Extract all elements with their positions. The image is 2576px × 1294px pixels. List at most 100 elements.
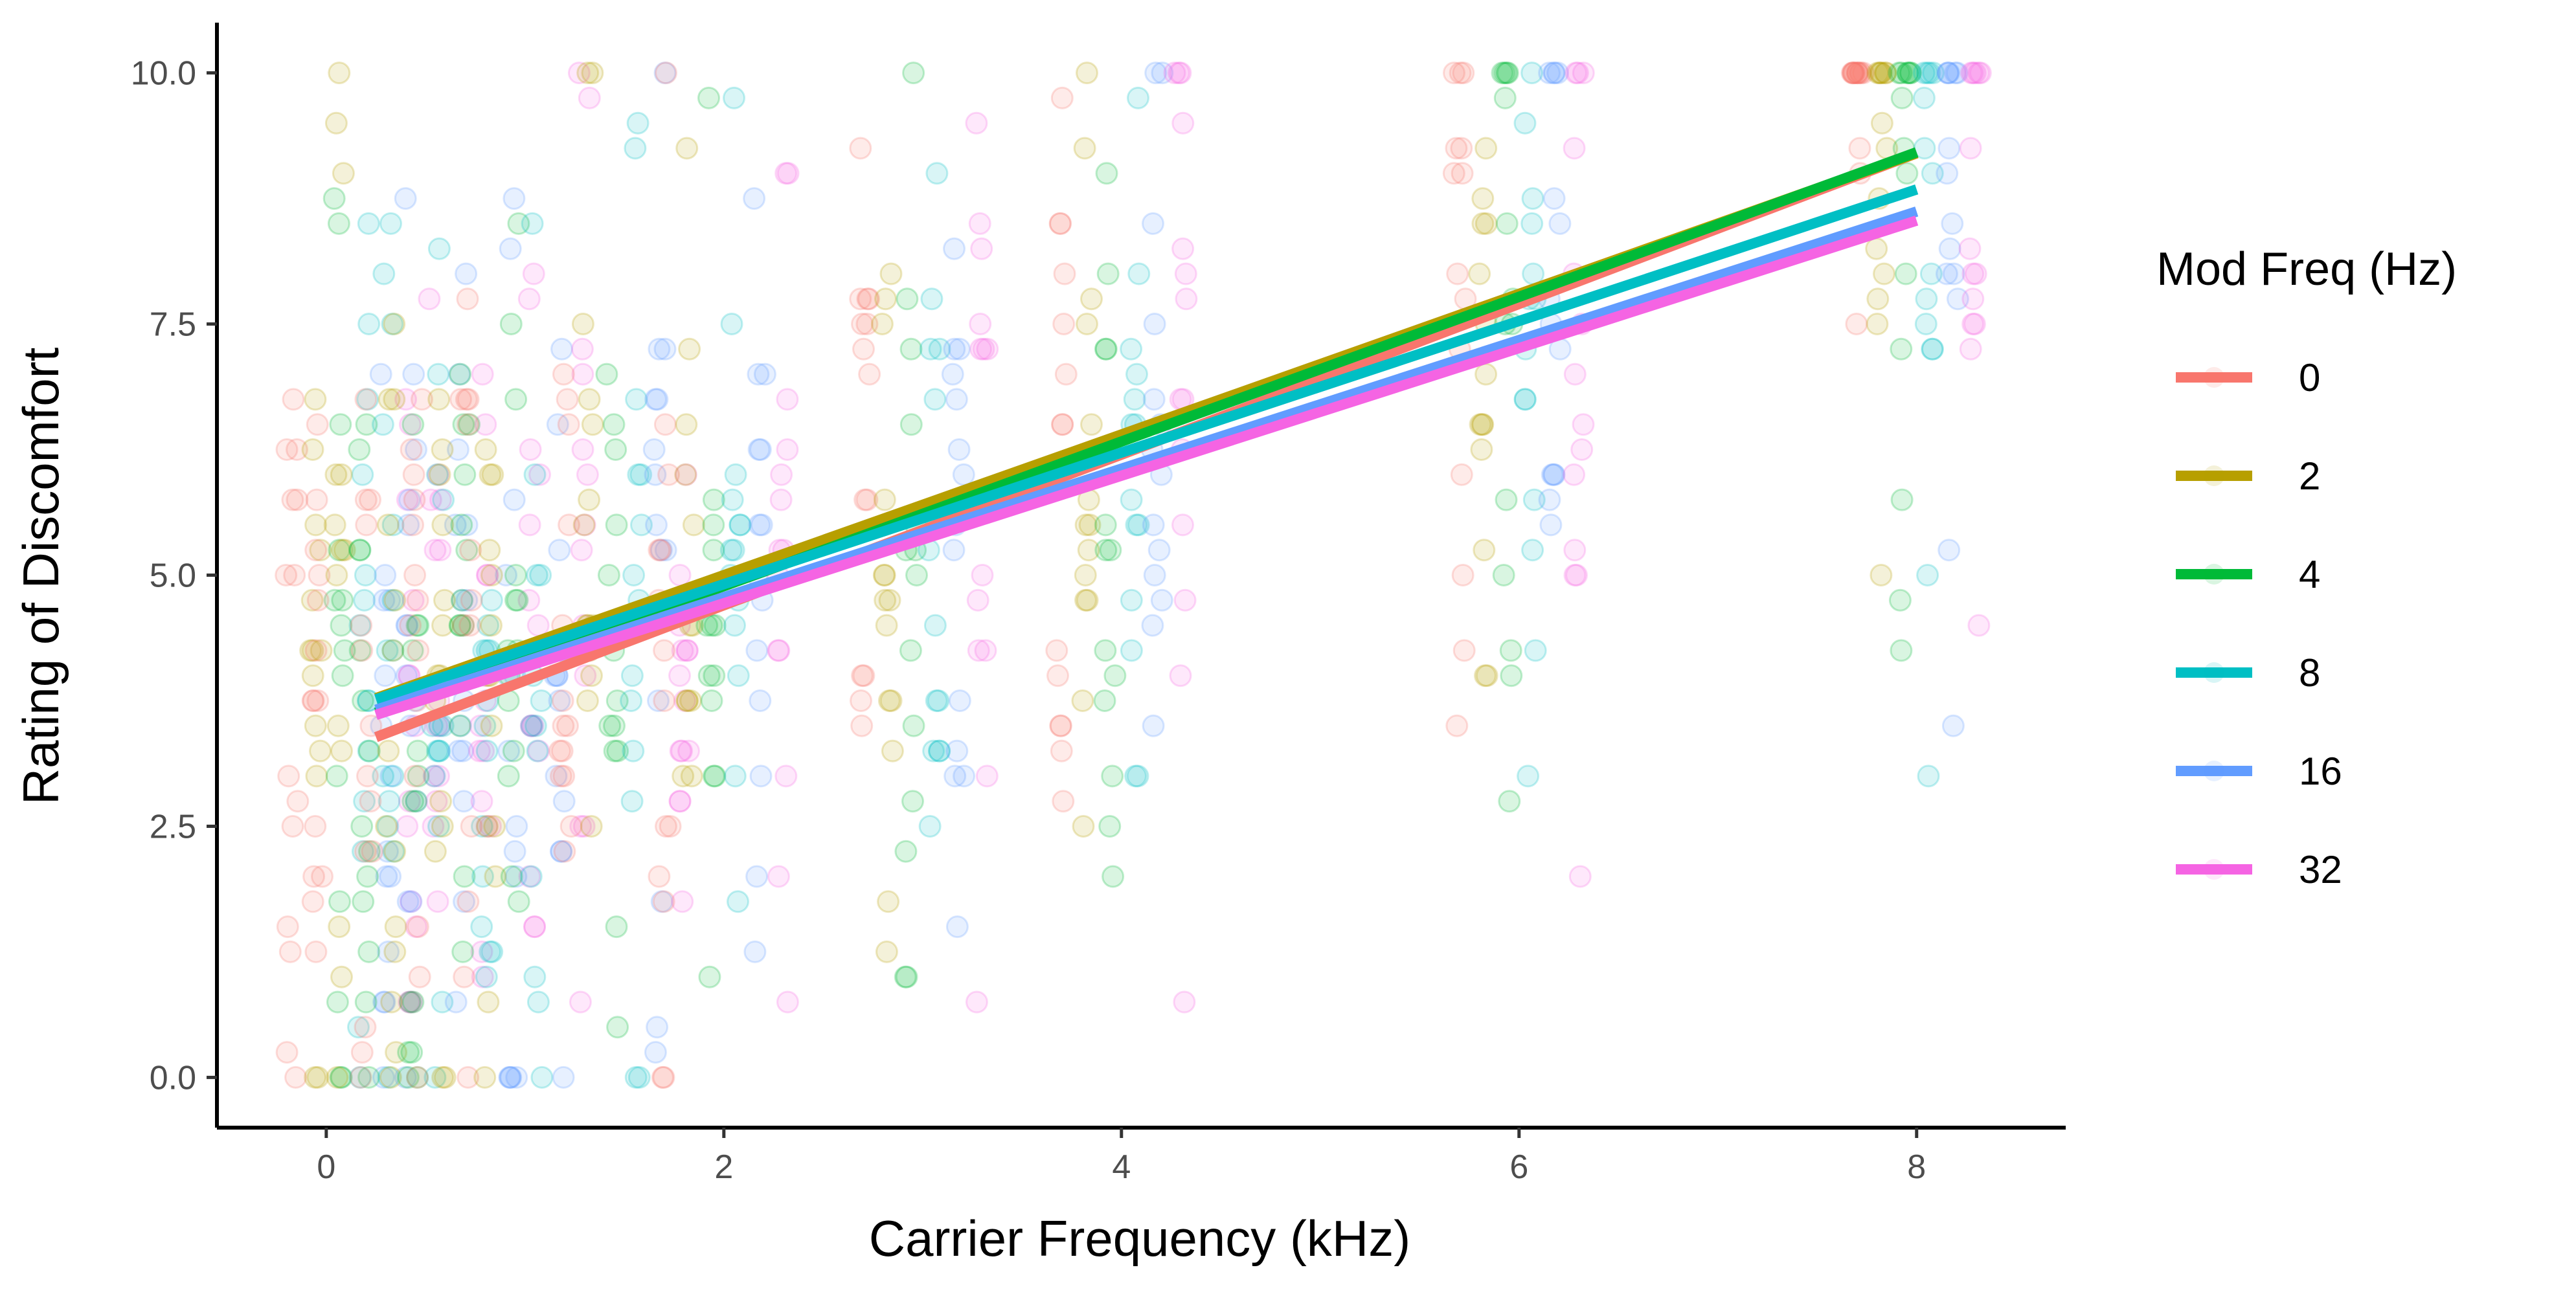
data-point-32	[572, 815, 596, 838]
data-point-32	[399, 890, 422, 913]
data-point-16	[1941, 212, 1964, 235]
data-point-32	[774, 764, 798, 788]
data-point-2	[1080, 287, 1103, 311]
data-point-2	[1865, 237, 1888, 260]
data-point-2	[578, 388, 601, 411]
data-point-2	[431, 815, 454, 838]
data-point-4	[1099, 539, 1122, 562]
data-point-2	[576, 61, 600, 85]
data-point-8	[348, 614, 372, 637]
data-point-2	[479, 463, 502, 486]
data-point-4	[330, 1065, 353, 1089]
data-point-2	[1866, 313, 1889, 335]
data-point-0	[1051, 413, 1074, 436]
data-point-8	[923, 388, 947, 411]
data-point-0	[354, 388, 378, 411]
data-point-8	[427, 237, 451, 260]
data-point-0	[282, 388, 305, 411]
data-point-16	[943, 337, 966, 361]
data-point-2	[431, 513, 455, 537]
data-point-0	[851, 664, 874, 687]
data-point-2	[1866, 287, 1890, 311]
data-point-16	[546, 413, 569, 436]
data-point-2	[380, 990, 403, 1014]
data-point-2	[383, 940, 407, 963]
data-point-4	[1899, 61, 1922, 85]
data-point-16	[447, 739, 470, 763]
data-point-0	[275, 1041, 299, 1064]
data-point-0	[306, 588, 330, 612]
data-point-16	[455, 513, 479, 537]
data-point-32	[1563, 539, 1587, 562]
data-point-32	[519, 438, 542, 461]
legend-item-8: 8	[2176, 651, 2320, 695]
data-point-8	[627, 1065, 651, 1089]
data-point-2	[301, 664, 324, 687]
data-point-4	[698, 965, 721, 988]
data-point-8	[473, 714, 497, 737]
data-point-0	[1045, 639, 1068, 662]
data-point-4	[1096, 262, 1120, 285]
data-point-0	[350, 639, 374, 662]
data-point-8	[520, 714, 543, 737]
data-point-32	[418, 287, 441, 311]
data-point-0	[1049, 714, 1072, 737]
data-point-32	[1958, 237, 1982, 260]
data-point-16	[505, 815, 528, 838]
data-point-0	[402, 463, 425, 486]
data-point-0	[857, 287, 881, 311]
data-point-4	[895, 965, 918, 988]
data-point-16	[1548, 212, 1572, 235]
data-point-4	[322, 187, 346, 210]
data-point-16	[1938, 539, 1961, 562]
data-point-4	[406, 1065, 429, 1089]
data-point-16	[1147, 539, 1171, 562]
data-point-2	[1874, 61, 1897, 85]
x-tick-label: 0	[317, 1148, 335, 1186]
data-point-32	[429, 539, 452, 562]
data-point-8	[377, 1065, 400, 1089]
data-point-32	[396, 815, 419, 838]
data-point-2	[305, 764, 328, 788]
data-point-0	[1052, 313, 1076, 335]
data-point-0	[850, 714, 874, 737]
data-point-16	[453, 890, 475, 913]
data-point-4	[604, 438, 627, 461]
data-point-4	[1890, 639, 1913, 662]
data-point-16	[503, 488, 526, 511]
data-point-32	[522, 262, 545, 285]
data-point-8	[1914, 313, 1938, 335]
data-point-8	[1513, 388, 1537, 411]
data-point-0	[399, 614, 422, 637]
data-point-32	[776, 162, 800, 185]
data-point-0	[653, 639, 676, 662]
data-point-2	[877, 689, 901, 712]
data-point-32	[971, 564, 994, 586]
data-point-4	[1094, 337, 1117, 361]
data-point-32	[474, 413, 497, 436]
fit-line-8	[374, 184, 1919, 704]
data-point-2	[1471, 413, 1494, 436]
legend-key-point	[2204, 465, 2224, 486]
data-point-16	[1151, 61, 1174, 85]
data-point-16	[644, 463, 667, 486]
x-axis-title: Carrier Frequency (kHz)	[869, 1210, 1410, 1267]
data-point-8	[629, 463, 653, 486]
data-point-8	[720, 313, 743, 335]
data-point-16	[395, 614, 418, 637]
data-point-32	[668, 564, 692, 586]
data-point-0	[1842, 61, 1865, 85]
data-point-8	[381, 639, 405, 662]
data-point-2	[328, 61, 351, 85]
data-point-4	[504, 564, 527, 586]
data-point-2	[383, 588, 407, 612]
data-point-0	[407, 639, 430, 662]
data-point-8	[624, 137, 647, 160]
data-point-32	[471, 363, 494, 386]
legend-label: 8	[2299, 651, 2320, 695]
data-point-2	[672, 764, 695, 788]
data-point-0	[552, 363, 575, 386]
data-point-0	[1843, 61, 1866, 85]
data-point-4	[348, 438, 371, 461]
data-point-2	[675, 689, 699, 712]
